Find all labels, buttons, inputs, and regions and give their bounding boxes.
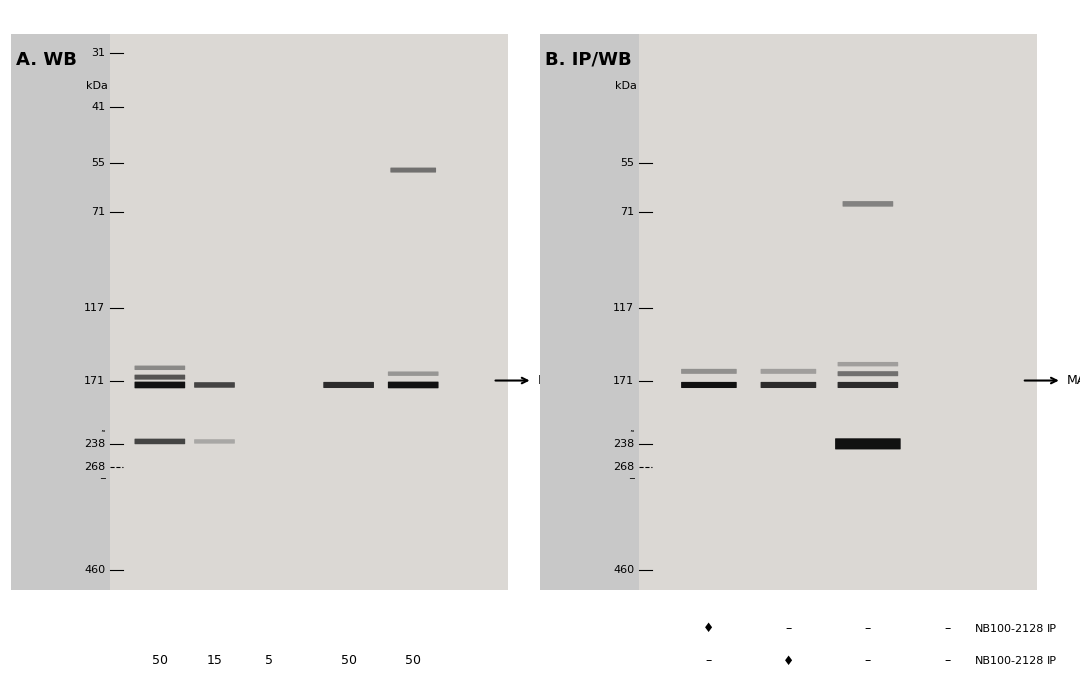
FancyBboxPatch shape	[835, 438, 901, 450]
FancyBboxPatch shape	[681, 382, 737, 388]
Bar	[110, 34, 508, 590]
Text: –: –	[944, 622, 950, 635]
Text: A. WB: A. WB	[16, 51, 77, 68]
FancyBboxPatch shape	[318, 645, 379, 676]
FancyBboxPatch shape	[390, 167, 436, 173]
FancyBboxPatch shape	[760, 382, 816, 388]
Text: 41: 41	[91, 102, 105, 112]
FancyBboxPatch shape	[838, 371, 899, 376]
Text: 50: 50	[405, 654, 421, 667]
Text: 268: 268	[613, 462, 634, 472]
Text: 460: 460	[613, 565, 634, 575]
Text: 55: 55	[620, 158, 634, 168]
FancyBboxPatch shape	[184, 645, 245, 676]
Text: 117: 117	[84, 303, 105, 313]
FancyBboxPatch shape	[239, 645, 300, 676]
Text: 15: 15	[206, 654, 222, 667]
Text: 50: 50	[152, 654, 167, 667]
FancyBboxPatch shape	[129, 676, 300, 678]
FancyBboxPatch shape	[194, 382, 234, 388]
Text: 238: 238	[84, 439, 105, 449]
Text: IP: IP	[1047, 624, 1056, 634]
FancyBboxPatch shape	[135, 365, 185, 370]
FancyBboxPatch shape	[388, 382, 438, 388]
Text: B. IP/WB: B. IP/WB	[545, 51, 632, 68]
Text: 71: 71	[620, 207, 634, 217]
Text: kDa: kDa	[85, 81, 108, 91]
Text: 460: 460	[84, 565, 105, 575]
Text: –: –	[865, 654, 870, 668]
FancyBboxPatch shape	[382, 676, 444, 678]
FancyBboxPatch shape	[135, 375, 185, 380]
Text: –: –	[865, 622, 870, 635]
FancyBboxPatch shape	[681, 369, 737, 374]
Bar	[639, 34, 1037, 590]
Text: ♦: ♦	[703, 622, 715, 635]
FancyBboxPatch shape	[194, 439, 234, 443]
Text: NB100-2128: NB100-2128	[974, 656, 1044, 666]
Text: –: –	[785, 622, 792, 635]
FancyBboxPatch shape	[129, 645, 191, 676]
Text: MAML3: MAML3	[1067, 374, 1080, 387]
Text: 268: 268	[84, 462, 105, 472]
Text: ˜: ˜	[630, 431, 634, 441]
Text: _: _	[100, 469, 105, 479]
Text: 171: 171	[613, 376, 634, 386]
FancyBboxPatch shape	[135, 439, 185, 444]
Text: ˜: ˜	[100, 431, 105, 441]
FancyBboxPatch shape	[382, 645, 444, 676]
Text: –: –	[944, 654, 950, 668]
FancyBboxPatch shape	[323, 382, 374, 388]
Text: 71: 71	[91, 207, 105, 217]
Text: 5: 5	[265, 654, 273, 667]
Text: –: –	[706, 654, 712, 668]
Text: MAML3: MAML3	[538, 374, 582, 387]
FancyBboxPatch shape	[838, 382, 899, 388]
FancyBboxPatch shape	[760, 369, 816, 374]
Text: 238: 238	[613, 439, 634, 449]
Text: IP: IP	[1047, 656, 1056, 666]
Text: 31: 31	[91, 48, 105, 58]
Text: 117: 117	[613, 303, 634, 313]
FancyBboxPatch shape	[388, 372, 438, 376]
Text: 171: 171	[84, 376, 105, 386]
FancyBboxPatch shape	[318, 676, 379, 678]
Text: _: _	[630, 469, 634, 479]
Text: ♦: ♦	[783, 654, 794, 668]
FancyBboxPatch shape	[135, 382, 185, 388]
Text: 50: 50	[340, 654, 356, 667]
Text: 55: 55	[91, 158, 105, 168]
FancyBboxPatch shape	[842, 201, 893, 207]
Text: NB100-2128: NB100-2128	[974, 624, 1044, 634]
FancyBboxPatch shape	[838, 362, 899, 366]
Text: kDa: kDa	[615, 81, 637, 91]
